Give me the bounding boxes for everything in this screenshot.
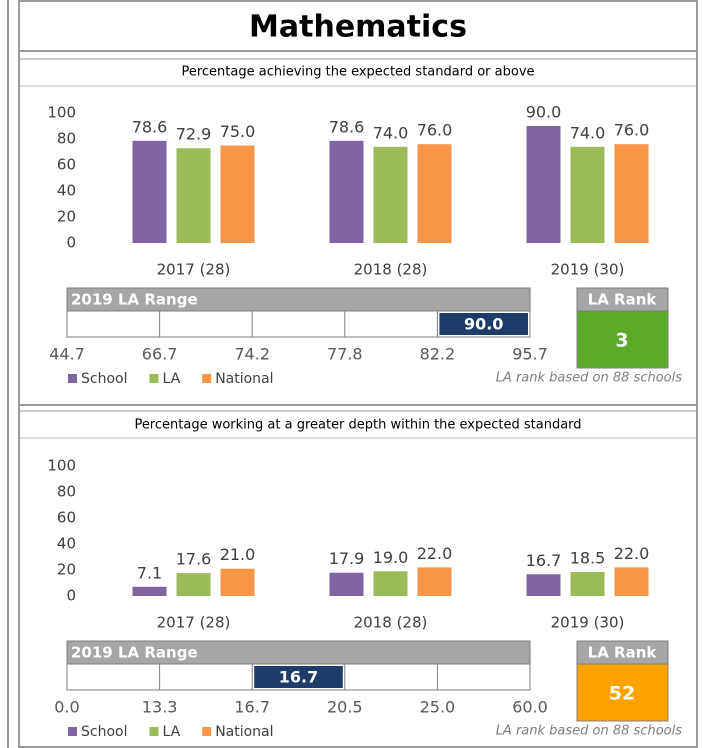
- legend-swatch: [149, 727, 159, 736]
- legend-swatch: [68, 374, 77, 383]
- panel-border: [18, 0, 698, 748]
- subtitle: Percentage working at a greater depth wi…: [134, 418, 581, 433]
- data-label: 76.0: [417, 121, 453, 140]
- range-title: 2019 LA Range: [71, 291, 198, 309]
- rank-box: [576, 310, 669, 369]
- y-tick-label: 80: [57, 130, 76, 148]
- data-label: 22.0: [417, 544, 453, 563]
- data-label: 78.6: [132, 117, 168, 136]
- x-tick-label: 2017 (28): [157, 261, 231, 279]
- y-tick-label: 0: [66, 587, 76, 605]
- y-tick-label: 100: [47, 457, 76, 475]
- rank-box: [576, 663, 669, 722]
- y-tick-label: 80: [57, 483, 76, 501]
- rank-value: 52: [609, 683, 635, 705]
- range-tick-label: 20.5: [327, 698, 363, 717]
- legend-label: School: [81, 724, 127, 740]
- data-label: 72.9: [176, 125, 212, 144]
- bar: [417, 144, 452, 243]
- rank-title: LA Rank: [588, 644, 658, 662]
- y-tick-label: 60: [57, 156, 76, 174]
- school-range-label: 90.0: [464, 315, 503, 334]
- legend-swatch: [202, 374, 212, 383]
- range-tick-label: 77.8: [327, 345, 363, 364]
- data-label: 22.0: [614, 544, 650, 563]
- range-tick-label: 66.7: [142, 345, 178, 364]
- range-tick-label: 16.7: [234, 698, 270, 717]
- bar: [614, 567, 649, 596]
- legend-label: LA: [162, 371, 180, 387]
- legend-swatch: [202, 727, 212, 736]
- data-label: 21.0: [220, 545, 256, 564]
- y-tick-label: 20: [57, 208, 76, 226]
- range-tick-label: 95.7: [512, 345, 548, 364]
- x-tick-label: 2017 (28): [157, 614, 231, 632]
- school-range-label: 16.7: [279, 668, 318, 687]
- data-label: 17.9: [329, 549, 365, 568]
- legend-label: LA: [162, 724, 180, 740]
- legend-label: School: [81, 371, 127, 387]
- data-label: 76.0: [614, 121, 650, 140]
- y-tick-label: 40: [57, 182, 76, 200]
- y-tick-label: 0: [66, 234, 76, 252]
- bar: [329, 140, 364, 243]
- range-tick-label: 74.2: [234, 345, 270, 364]
- data-label: 78.6: [329, 117, 365, 136]
- legend-swatch: [149, 374, 159, 383]
- x-tick-label: 2019 (30): [551, 614, 625, 632]
- bar: [329, 572, 364, 596]
- y-tick-label: 20: [57, 561, 76, 579]
- legend-swatch: [68, 727, 77, 736]
- bar: [570, 571, 605, 596]
- legend-label: National: [215, 724, 273, 740]
- bar: [570, 146, 605, 243]
- bar: [614, 144, 649, 243]
- bar: [417, 567, 452, 596]
- y-tick-label: 100: [47, 104, 76, 122]
- range-tick-label: 13.3: [142, 698, 178, 717]
- data-label: 18.5: [570, 548, 606, 567]
- bar: [176, 148, 211, 243]
- subtitle: Percentage achieving the expected standa…: [181, 65, 534, 80]
- bar: [220, 145, 255, 243]
- data-label: 90.0: [526, 103, 562, 122]
- bar: [373, 571, 408, 596]
- range-tick-label: 60.0: [512, 698, 548, 717]
- range-title: 2019 LA Range: [71, 644, 198, 662]
- range-tick-label: 44.7: [49, 345, 85, 364]
- school-range-box: [254, 666, 343, 688]
- data-label: 16.7: [526, 551, 562, 570]
- rank-note: LA rank based on 88 schools: [496, 724, 683, 739]
- range-tick-label: 25.0: [420, 698, 456, 717]
- bar: [526, 126, 561, 243]
- rank-title: LA Rank: [588, 291, 658, 309]
- bar: [132, 140, 167, 243]
- bar: [220, 568, 255, 596]
- range-tick-label: 82.2: [420, 345, 456, 364]
- y-tick-label: 40: [57, 535, 76, 553]
- page-title: Mathematics: [249, 10, 467, 45]
- data-label: 7.1: [137, 563, 162, 582]
- data-label: 74.0: [570, 123, 606, 142]
- data-label: 75.0: [220, 122, 256, 141]
- rank-note: LA rank based on 88 schools: [496, 371, 683, 386]
- data-label: 74.0: [373, 123, 409, 142]
- data-label: 17.6: [176, 550, 212, 569]
- x-tick-label: 2018 (28): [354, 614, 428, 632]
- x-tick-label: 2018 (28): [354, 261, 428, 279]
- school-range-box: [439, 313, 528, 335]
- bar: [132, 586, 167, 596]
- x-tick-label: 2019 (30): [551, 261, 625, 279]
- range-tick-label: 0.0: [54, 698, 79, 717]
- bar: [176, 573, 211, 596]
- bar: [526, 574, 561, 596]
- rank-value: 3: [615, 330, 628, 352]
- legend-label: National: [215, 371, 273, 387]
- data-label: 19.0: [373, 548, 409, 567]
- y-tick-label: 60: [57, 509, 76, 527]
- bar: [373, 146, 408, 243]
